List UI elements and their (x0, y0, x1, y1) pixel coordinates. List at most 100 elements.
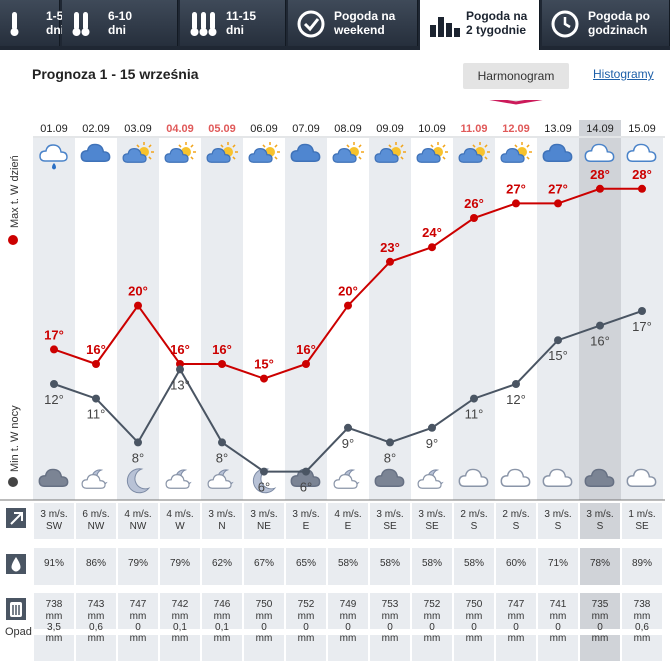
humidity-value: 79% (128, 558, 148, 569)
tab-3[interactable]: 11-15 dni (180, 0, 286, 46)
row-cell (328, 548, 368, 585)
date-label: 03.09 (124, 123, 152, 135)
min-temp-point (386, 438, 394, 447)
humidity-value: 89% (632, 558, 652, 569)
row-cell (496, 548, 536, 585)
max-temp-label: Max t. W dzień (9, 155, 21, 228)
tab-label: Pogoda po godzinach (588, 9, 650, 37)
clock-icon (551, 10, 579, 38)
max-temp-value: 27° (506, 181, 526, 196)
humidity-value: 79% (170, 558, 190, 569)
precipitation-unit: mm (508, 633, 525, 644)
precipitation-unit: mm (550, 633, 567, 644)
humidity-value: 91% (44, 558, 64, 569)
precipitation-value: 0 (597, 622, 603, 633)
precipitation-unit: mm (592, 633, 609, 644)
max-temp-value: 24° (422, 225, 442, 240)
harmonogram-pointer-line (489, 100, 543, 105)
row-cell (118, 503, 158, 539)
wind-value: 4 m/s. (124, 509, 151, 520)
row-cell (76, 593, 116, 629)
wind-value: 4 m/s. (334, 509, 361, 520)
wind-value: 3 m/s. (544, 509, 571, 520)
cloud-icon (374, 468, 405, 487)
min-temp-label: Min t. W nocy (9, 405, 21, 472)
row-cell (580, 635, 620, 661)
wind-value: 6 m/s. (82, 509, 109, 520)
tab-4[interactable]: Pogoda na weekend (288, 0, 418, 46)
pressure-value: 738 (46, 599, 63, 610)
pressure-unit: mm (424, 611, 441, 622)
moon-icon (252, 468, 277, 494)
sun-cloud-icon (416, 142, 448, 163)
row-cell (160, 593, 200, 629)
max-temp-point (512, 199, 520, 208)
wind-unit: NE (257, 521, 271, 532)
humidity-value: 78% (590, 558, 610, 569)
sun-cloud-icon (206, 142, 238, 163)
thermometer-3-icon (190, 12, 217, 36)
tab-6[interactable]: Pogoda po godzinach (542, 0, 670, 46)
row-cell (244, 548, 284, 585)
sun-cloud-icon (332, 142, 364, 163)
max-temp-point (428, 243, 436, 252)
precipitation-value: 0,6 (89, 622, 103, 633)
min-temp-value: 9° (426, 436, 438, 451)
row-cell (580, 593, 620, 629)
histogramy-link[interactable]: Histogramy (593, 67, 654, 81)
precipitation-unit: mm (298, 633, 315, 644)
precipitation-unit: mm (424, 633, 441, 644)
harmonogram-button[interactable]: Harmonogram (463, 63, 569, 89)
checkmark-icon (297, 10, 325, 38)
tab-1[interactable]: 1-5 dni (0, 0, 64, 46)
pressure-unit: mm (88, 611, 105, 622)
day-column-band (33, 138, 75, 500)
tab-5[interactable]: Pogoda na 2 tygodnie (420, 0, 540, 50)
wind-value: 3 m/s. (208, 509, 235, 520)
row-cell (454, 635, 494, 661)
min-temp-value: 12° (506, 392, 526, 407)
min-temp-value: 12° (44, 392, 64, 407)
precipitation-unit: mm (466, 633, 483, 644)
min-temp-value: 15° (548, 348, 568, 363)
wind-unit: SE (383, 521, 397, 532)
min-temp-point (638, 307, 646, 315)
date-label: 09.09 (376, 123, 404, 135)
moon-cloud-icon (417, 469, 444, 489)
tab-2[interactable]: 6-10 dni (62, 0, 178, 46)
min-legend-dot (8, 477, 18, 487)
row-cell (118, 548, 158, 585)
humidity-value: 58% (464, 558, 484, 569)
precipitation-value: 0 (471, 622, 477, 633)
max-temp-value: 20° (338, 284, 358, 299)
max-temp-point (596, 184, 604, 193)
min-temp-point (218, 438, 226, 447)
row-cell (244, 503, 284, 539)
min-temp-point (260, 467, 268, 476)
max-temp-value: 17° (44, 327, 64, 342)
row-cell (34, 503, 74, 539)
row-cell (202, 635, 242, 661)
wind-value: 1 m/s. (628, 509, 655, 520)
cloud-icon (38, 468, 69, 487)
max-temp-value: 16° (296, 342, 316, 357)
thermometer-1-icon (10, 12, 19, 36)
min-temp-value: 9° (342, 436, 354, 451)
min-temp-point (50, 380, 58, 388)
row-cell (496, 503, 536, 539)
max-temp-value: 16° (170, 342, 190, 357)
row-cell (328, 503, 368, 539)
max-temp-value: 23° (380, 240, 400, 255)
wind-value: 3 m/s. (376, 509, 403, 520)
min-temp-value: 8° (384, 450, 396, 465)
min-temp-value: 8° (216, 450, 228, 465)
wind-unit: E (345, 521, 352, 532)
pressure-value: 747 (130, 599, 147, 610)
precipitation-value: 0 (429, 622, 435, 633)
pressure-value: 743 (88, 599, 105, 610)
precipitation-unit: mm (130, 633, 147, 644)
humidity-value: 86% (86, 558, 106, 569)
row-cell (118, 593, 158, 629)
max-temp-point (260, 374, 268, 383)
max-temp-point (218, 360, 226, 368)
